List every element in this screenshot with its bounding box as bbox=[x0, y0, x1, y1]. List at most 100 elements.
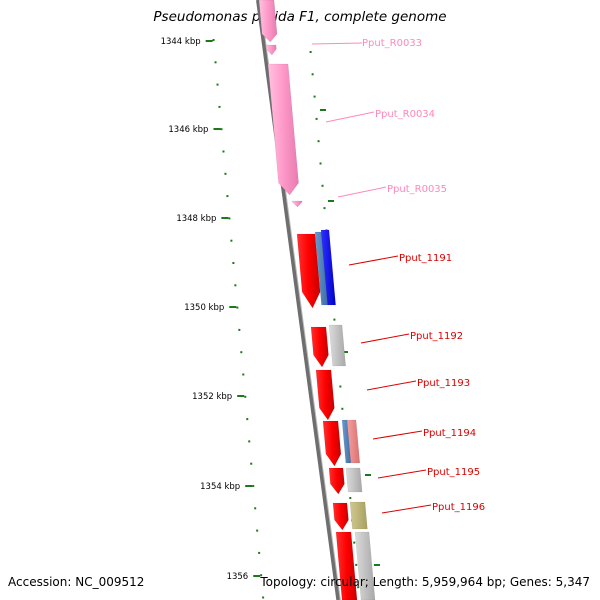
gc-tick bbox=[365, 474, 371, 476]
gene-label-track: Pput_R0033 Pput_R0034 Pput_R0035 Pput_1191 P… bbox=[311, 38, 485, 514]
ruler-tick bbox=[205, 40, 213, 42]
label-leader-line bbox=[337, 186, 387, 198]
rna-feature bbox=[265, 44, 277, 56]
ruler-tick-label: 1356 bbox=[227, 572, 249, 582]
rna-feature bbox=[267, 63, 299, 196]
topology-text: Topology: circular; Length: 5,959,964 bp… bbox=[260, 575, 590, 589]
gc-tick bbox=[323, 207, 326, 210]
cds-feature bbox=[345, 467, 363, 493]
cds-feature bbox=[328, 324, 346, 367]
cds-feature bbox=[349, 501, 368, 530]
label-leader-line bbox=[311, 42, 363, 45]
gc-tick bbox=[313, 95, 316, 98]
gc-tick bbox=[246, 418, 249, 421]
gc-tick bbox=[355, 563, 358, 566]
gc-tick bbox=[320, 109, 326, 111]
cds-feature bbox=[335, 531, 358, 600]
gc-tick bbox=[238, 328, 241, 331]
gene-label: Pput_R0035 bbox=[387, 184, 447, 195]
ruler-tick bbox=[237, 395, 245, 397]
label-leader-line bbox=[372, 430, 423, 440]
ruler-tick-label: 1352 kbp bbox=[192, 392, 232, 402]
cds-feature bbox=[354, 531, 376, 600]
gene-label: Pput_1192 bbox=[410, 331, 463, 342]
gc-tick bbox=[220, 128, 223, 131]
gc-tick bbox=[342, 351, 348, 353]
cds-feature bbox=[332, 502, 349, 531]
gc-tick bbox=[374, 564, 380, 566]
gc-tick bbox=[214, 61, 217, 64]
gc-tick bbox=[315, 117, 318, 120]
gc-tick bbox=[218, 105, 221, 108]
gc-tick bbox=[317, 140, 320, 143]
gc-tick bbox=[224, 172, 227, 175]
ruler-tick-label: 1354 kbp bbox=[200, 482, 240, 492]
gene-label: Pput_R0033 bbox=[362, 38, 422, 49]
cds-feature bbox=[310, 326, 329, 368]
gc-tick bbox=[309, 51, 312, 53]
gene-label: Pput_R0034 bbox=[375, 109, 435, 120]
ruler-track: 1344 kbp 1346 kbp 1348 kbp 1350 kbp 1352 kbp… bbox=[161, 37, 261, 582]
accession-text: Accession: NC_009512 bbox=[8, 575, 145, 589]
gene-label: Pput_1191 bbox=[399, 253, 452, 264]
gc-tick bbox=[341, 407, 344, 410]
gene-label: Pput_1196 bbox=[432, 502, 485, 513]
ruler-tick-label: 1350 kbp bbox=[184, 303, 224, 313]
ruler-tick-label: 1344 kbp bbox=[161, 37, 201, 47]
gc-tick bbox=[248, 440, 251, 443]
cds-feature bbox=[315, 369, 335, 421]
label-leader-line bbox=[348, 255, 399, 266]
ruler-tick-label: 1346 kbp bbox=[168, 125, 208, 135]
ruler-tick bbox=[221, 217, 229, 219]
gc-tick bbox=[321, 184, 324, 187]
gc-tick bbox=[252, 485, 255, 487]
gc-tick bbox=[240, 351, 243, 354]
ruler-tick-label: 1348 kbp bbox=[176, 214, 216, 224]
cds-feature bbox=[346, 419, 361, 464]
label-leader-line bbox=[381, 504, 432, 514]
gc-tick bbox=[258, 551, 261, 554]
cds-feature bbox=[320, 229, 336, 306]
ruler-tick bbox=[245, 485, 253, 487]
cds-feature bbox=[322, 420, 342, 467]
gc-tick bbox=[236, 306, 239, 309]
gc-tick bbox=[230, 239, 233, 242]
rna-feature bbox=[291, 200, 303, 208]
rna-feature bbox=[258, 0, 278, 43]
cds-feature bbox=[296, 233, 321, 309]
map-title: Pseudomonas putida F1, complete genome bbox=[153, 9, 447, 25]
gc-tick bbox=[333, 318, 336, 321]
gc-tick bbox=[254, 507, 257, 510]
feature-track bbox=[258, 0, 376, 600]
gc-tick bbox=[349, 497, 352, 499]
label-leader-line bbox=[325, 111, 375, 123]
gc-tick bbox=[262, 596, 265, 599]
ruler-tick bbox=[213, 128, 221, 130]
gc-tick bbox=[216, 83, 219, 86]
gc-tick bbox=[311, 73, 314, 76]
gc-tick bbox=[328, 200, 334, 202]
gc-tick bbox=[260, 574, 263, 577]
cds-feature bbox=[328, 467, 345, 495]
label-leader-line bbox=[360, 333, 410, 344]
gc-tick bbox=[234, 284, 237, 287]
gc-tick bbox=[250, 462, 253, 465]
gene-label: Pput_1193 bbox=[417, 378, 470, 389]
gc-tick bbox=[244, 395, 247, 398]
gc-tick bbox=[353, 541, 356, 544]
ruler-tick bbox=[229, 306, 237, 308]
gc-tick bbox=[319, 162, 322, 165]
gc-tick bbox=[242, 373, 245, 376]
gc-tick bbox=[339, 385, 342, 388]
gc-tick bbox=[226, 195, 229, 198]
gene-label: Pput_1194 bbox=[423, 428, 476, 439]
gc-tick bbox=[256, 529, 259, 532]
gene-label: Pput_1195 bbox=[427, 467, 480, 478]
gc-tick bbox=[228, 217, 231, 220]
gc-tick bbox=[222, 150, 225, 153]
gc-tick bbox=[357, 586, 360, 589]
ruler-tick bbox=[253, 575, 261, 577]
gc-tick bbox=[232, 262, 235, 264]
gc-tick bbox=[212, 39, 215, 41]
